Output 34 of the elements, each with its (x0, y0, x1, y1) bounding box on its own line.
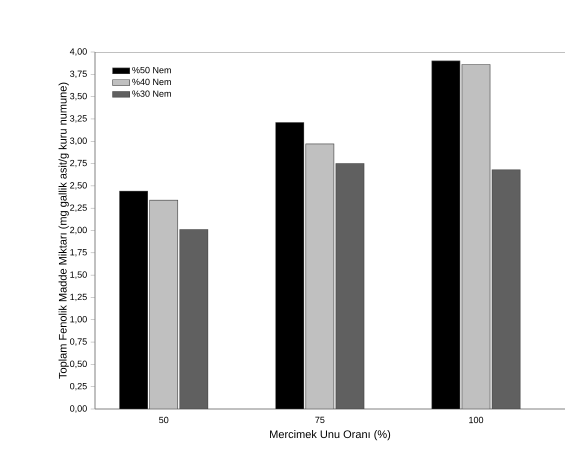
y-axis-title: Toplam Fenolik Madde Miktarı (mg gallik asit/g kuru numune) (58, 82, 69, 379)
bar (462, 64, 490, 409)
x-axis-title: Mercimek Unu Oranı (%) (270, 430, 390, 440)
x-tick-label: 50 (159, 416, 168, 424)
y-tick-label: 3,75 (70, 70, 87, 78)
y-tick-label: 2,00 (70, 226, 87, 234)
x-tick-label: 100 (469, 416, 484, 424)
bar (179, 229, 208, 409)
y-tick-label: 0,75 (70, 338, 87, 346)
y-tick-label: 3,00 (70, 138, 87, 145)
x-tick-label: 75 (315, 416, 324, 424)
y-tick-label: 1,50 (70, 271, 87, 279)
legend-label: %40 Nem (132, 78, 171, 86)
y-tick-label: 1,25 (70, 294, 87, 302)
legend-label: %50 Nem (132, 66, 171, 74)
bar (492, 170, 520, 409)
y-tick-label: 2,50 (70, 182, 87, 190)
y-tick-label: 1,00 (70, 316, 87, 324)
bar (149, 200, 178, 409)
y-tick-label: 2,25 (70, 204, 87, 212)
legend-label: %30 Nem (132, 90, 171, 97)
bar (432, 60, 460, 409)
y-tick-label: 1,75 (70, 249, 87, 256)
bar (306, 144, 334, 409)
bar (275, 122, 304, 409)
y-tick-label: 0,50 (70, 360, 87, 368)
y-tick-label: 2,75 (70, 160, 87, 168)
y-tick-label: 0,25 (70, 382, 87, 390)
y-tick-label: 3,50 (70, 92, 87, 100)
y-tick-label: 0,00 (70, 405, 87, 413)
bar (119, 190, 148, 409)
y-tick-label: 3,25 (70, 115, 87, 123)
y-tick-label: 4,00 (70, 48, 87, 56)
bar (336, 163, 364, 409)
